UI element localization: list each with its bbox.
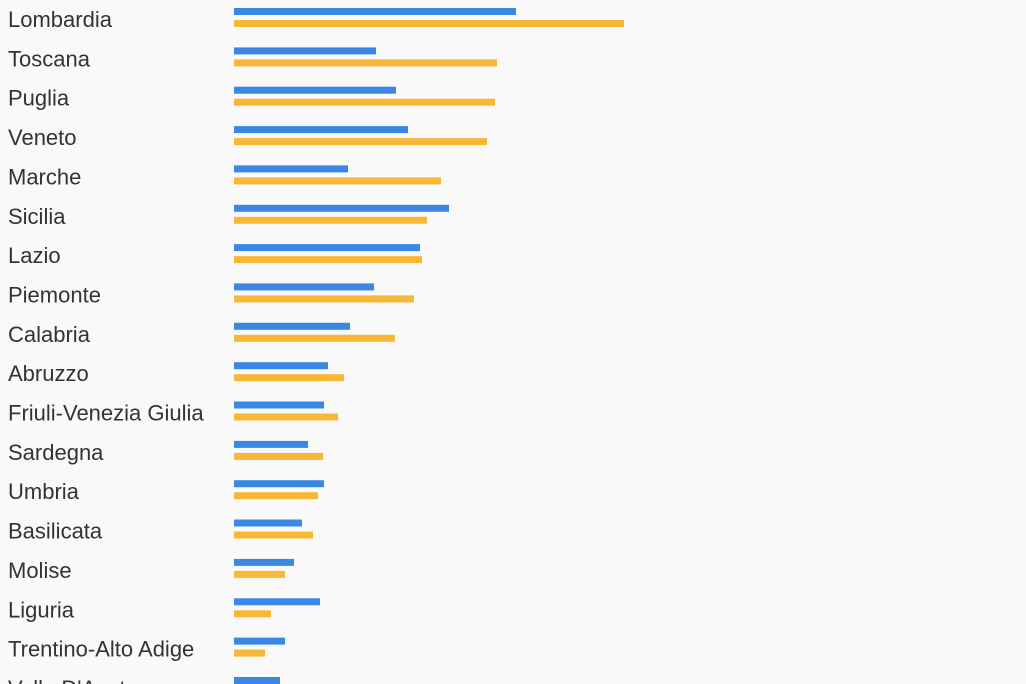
category-label-lazio: Lazio xyxy=(8,243,61,268)
bar-series-1-sardegna xyxy=(234,440,308,448)
category-label-puglia: Puglia xyxy=(8,86,70,111)
bar-series-2-piemonte xyxy=(234,295,414,303)
category-label-umbria: Umbria xyxy=(8,479,80,504)
bar-series-2-basilicata xyxy=(234,531,313,539)
bar-series-2-lazio xyxy=(234,256,422,264)
category-label-veneto: Veneto xyxy=(8,125,77,150)
bar-series-2-liguria xyxy=(234,610,271,618)
bar-series-2-molise xyxy=(234,570,285,578)
category-label-toscana: Toscana xyxy=(8,46,91,71)
bar-series-1-piemonte xyxy=(234,283,374,291)
bar-series-1-abruzzo xyxy=(234,362,328,370)
bar-series-2-sicilia xyxy=(234,216,427,224)
category-label-abruzzo: Abruzzo xyxy=(8,361,89,386)
bar-series-1-toscana xyxy=(234,47,376,55)
bar-series-2-sardegna xyxy=(234,452,323,460)
bar-series-1-lazio xyxy=(234,244,420,252)
bar-series-1-marche xyxy=(234,165,348,173)
bar-series-1-molise xyxy=(234,558,294,566)
category-label-friuli-venezia-giulia: Friuli-Venezia Giulia xyxy=(8,401,204,426)
category-label-sicilia: Sicilia xyxy=(8,204,66,229)
bar-series-1-lombardia xyxy=(234,8,516,15)
category-label-basilicata: Basilicata xyxy=(8,519,103,544)
bar-series-1-veneto xyxy=(234,126,408,134)
bar-series-1-sicilia xyxy=(234,204,449,212)
bar-series-1-valle-d-aosta xyxy=(234,677,280,684)
category-label-molise: Molise xyxy=(8,558,72,583)
bar-series-2-puglia xyxy=(234,98,495,106)
bar-series-1-puglia xyxy=(234,86,396,94)
bar-series-1-umbria xyxy=(234,480,324,488)
category-label-liguria: Liguria xyxy=(8,597,75,622)
bar-series-2-veneto xyxy=(234,138,487,146)
bar-series-2-umbria xyxy=(234,492,318,500)
bar-series-2-abruzzo xyxy=(234,374,344,382)
bar-series-1-liguria xyxy=(234,598,320,606)
bar-series-2-toscana xyxy=(234,59,497,67)
bar-series-2-marche xyxy=(234,177,441,185)
category-labels: Lombardia Toscana Puglia Veneto Marche Sicili… xyxy=(8,7,204,684)
category-label-valle-d-aosta: Valle D'Aosta xyxy=(8,676,139,684)
category-label-trentino-alto-adige: Trentino-Alto Adige xyxy=(8,637,194,662)
bar-series-1-calabria xyxy=(234,322,350,330)
bars xyxy=(234,8,624,684)
category-label-piemonte: Piemonte xyxy=(8,282,101,307)
bar-series-1-friuli-venezia-giulia xyxy=(234,401,324,409)
bar-series-2-lombardia xyxy=(234,20,624,27)
bar-series-2-calabria xyxy=(234,334,395,342)
bar-series-1-basilicata xyxy=(234,519,302,527)
bar-series-2-friuli-venezia-giulia xyxy=(234,413,338,421)
category-label-calabria: Calabria xyxy=(8,322,91,347)
category-label-sardegna: Sardegna xyxy=(8,440,104,465)
bar-series-2-trentino-alto-adige xyxy=(234,649,265,657)
category-label-lombardia: Lombardia xyxy=(8,7,113,32)
bar-series-1-trentino-alto-adige xyxy=(234,637,285,645)
category-label-marche: Marche xyxy=(8,164,81,189)
